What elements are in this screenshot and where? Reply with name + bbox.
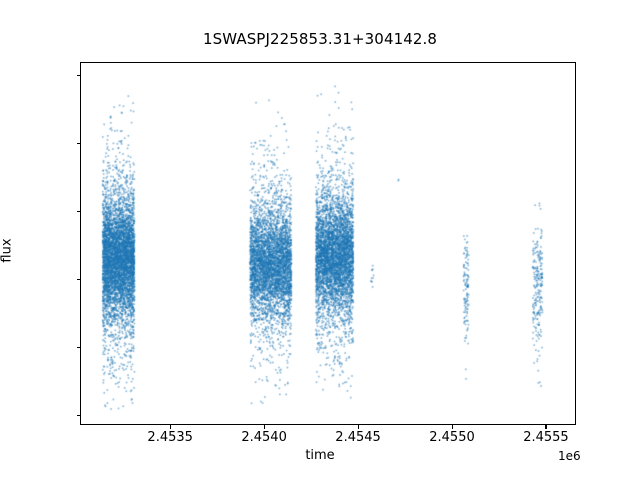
x-tick-mark bbox=[545, 425, 547, 429]
y-axis-label: flux bbox=[0, 238, 15, 263]
y-tick-mark bbox=[76, 211, 80, 213]
x-tick-mark bbox=[451, 425, 453, 429]
x-axis-offset-exponent: 1e6 bbox=[558, 449, 581, 463]
y-tick-mark bbox=[76, 414, 80, 417]
y-tick-mark bbox=[76, 143, 80, 145]
chart-title: 1SWASPJ225853.31+304142.8 bbox=[202, 30, 438, 48]
scatter-plot-canvas bbox=[81, 63, 575, 424]
plot-axes bbox=[80, 62, 576, 425]
y-tick-mark bbox=[76, 279, 80, 281]
y-tick-mark bbox=[76, 75, 80, 77]
x-tick-label: 2.4545 bbox=[335, 430, 381, 445]
x-tick-label: 2.4535 bbox=[147, 430, 193, 445]
x-axis-label: time bbox=[305, 448, 335, 463]
x-tick-label: 2.4540 bbox=[241, 430, 287, 445]
x-tick-mark bbox=[169, 425, 171, 429]
y-tick-mark bbox=[76, 347, 80, 349]
x-tick-mark bbox=[263, 425, 265, 429]
x-tick-mark bbox=[357, 425, 359, 429]
x-tick-label: 2.4555 bbox=[523, 430, 569, 445]
x-tick-label: 2.4550 bbox=[429, 430, 475, 445]
